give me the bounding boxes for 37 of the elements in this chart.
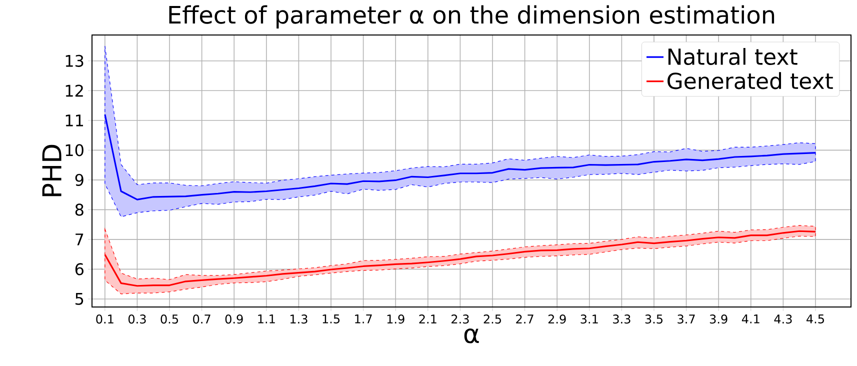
y-tick-label: 6 (75, 263, 84, 276)
x-tick-label: 3.5 (645, 314, 662, 324)
legend-label: Generated text (668, 72, 833, 90)
legend-label: Natural text (668, 48, 798, 66)
chart-title: Effect of parameter α on the dimension estimation (169, 5, 774, 29)
x-tick-label: 1.7 (355, 314, 372, 324)
x-tick-label: 0.1 (96, 314, 114, 324)
x-tick-label: 4.1 (742, 314, 760, 324)
x-tick-label: 4.5 (806, 314, 824, 324)
x-tick-label: 3.1 (580, 314, 598, 324)
x-tick-label: 3.3 (613, 314, 630, 324)
x-tick-label: 1.9 (387, 314, 404, 324)
y-tick-label: 9 (75, 174, 84, 186)
x-tick-label: 3.9 (710, 314, 728, 324)
x-tick-label: 2.3 (452, 314, 469, 324)
y-tick-label: 12 (66, 84, 83, 97)
x-tick-label: 4.3 (774, 314, 792, 324)
y-tick-label: 11 (66, 114, 83, 126)
y-tick-label: 8 (75, 204, 84, 216)
x-tick-label: 0.5 (160, 314, 178, 324)
y-tick-label: 5 (76, 293, 84, 305)
x-tick-label: 3.7 (678, 314, 695, 324)
x-tick-label: 1.1 (258, 314, 275, 324)
y-tick-label: 13 (66, 54, 84, 67)
x-tick-label: 0.9 (225, 314, 243, 324)
y-tick-label: 10 (66, 144, 84, 156)
x-tick-label: 2.1 (419, 314, 436, 324)
y-axis-title: PHD (42, 144, 62, 196)
x-tick-label: 2.5 (484, 314, 501, 324)
x-tick-label: 2.7 (516, 314, 534, 324)
x-tick-label: 2.9 (548, 314, 566, 324)
x-axis-title: α (464, 328, 479, 344)
x-tick-label: 0.3 (128, 314, 146, 324)
x-tick-label: 0.7 (193, 314, 210, 324)
x-tick-label: 1.3 (290, 314, 308, 324)
y-tick-label: 7 (76, 234, 84, 246)
x-tick-label: 1.5 (322, 314, 340, 324)
